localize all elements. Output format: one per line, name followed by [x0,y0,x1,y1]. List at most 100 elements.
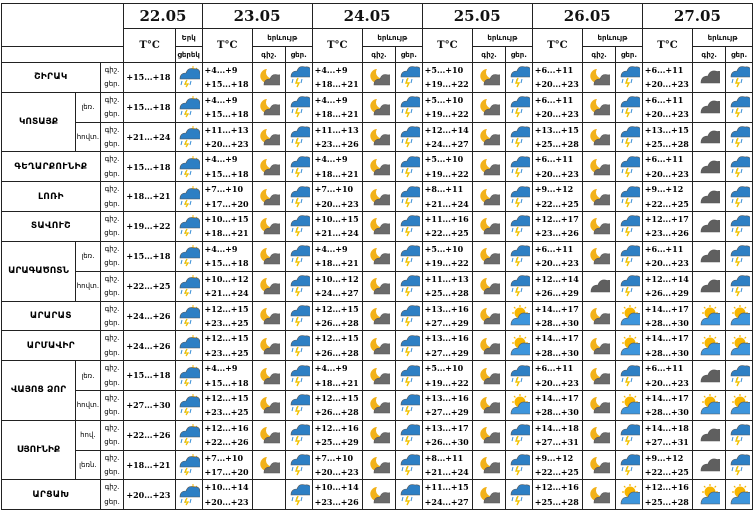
sun-cloud-icon [725,389,753,421]
temperature-cell: +12...+15 +23...+25 [201,330,253,362]
day-temp: +28...+30 [534,347,579,358]
day-temp: +19...+22 [126,221,171,232]
day-subheader: ցերեկ [174,46,203,63]
weather-header: երևույթ [692,28,753,47]
day-temp: +17...+20 [204,466,249,477]
day-label: ցեր. [104,289,120,298]
day-temp: +26...+29 [644,288,689,299]
moon-cloud-icon [472,479,506,510]
moon-cloud-icon [362,330,396,362]
day-label: ցեր. [104,378,120,387]
sun-storm-icon [174,151,203,183]
day-temp: +20...+23 [534,79,579,90]
day-temp: +22...+25 [644,198,689,209]
day-temp: +22...+25 [534,198,579,209]
weather-header: երևույթ [472,28,533,47]
region-name: ՎԱՅՈՑ ՁՈՐ [0,360,77,421]
storm-icon [284,449,313,481]
temperature-cell: +4...+9 +15...+18 [201,360,253,391]
night-temp: +13...+16 [424,303,469,314]
day-temp: +28...+30 [534,317,579,328]
night-label: գիշ. [104,304,120,313]
region-name: ԼՈՌԻ [1,181,101,213]
temperature-cell: +27...+30 [123,389,176,421]
moon-cloud-icon [582,360,617,391]
storm-icon [504,240,533,272]
moon-cloud-icon [362,121,396,153]
storm-icon [615,91,643,123]
storm-icon [394,419,423,451]
weather-header: երևույթ [251,28,313,47]
day-temp: +15...+18 [204,109,249,120]
night-label: գիշ. [104,483,120,492]
day-temp: +25...+28 [424,288,469,299]
temperature-cell: +6...+11 +20...+23 [531,62,584,93]
weather-header: երևույթ [582,28,643,47]
day-temp: +23...+26 [314,496,359,507]
temperature-cell: +6...+11 +20...+23 [531,360,584,391]
cloud-icon [692,181,727,213]
storm-icon [394,270,423,302]
day-label: ցեր. [104,497,120,506]
temp-header: T°C [421,28,474,63]
day-temp: +18...+21 [314,168,359,179]
cloud-icon [692,121,727,153]
day-temp: +26...+29 [534,288,579,299]
temperature-cell: +14...+17 +28...+30 [531,300,584,332]
moon-cloud-icon [362,389,396,421]
night-temp: +5...+10 [424,94,464,105]
night-temp: +4...+9 [314,94,348,105]
day-temp: +27...+31 [644,437,689,448]
corner-cell [0,3,125,47]
moon-cloud-icon [251,211,286,242]
cloud-icon [692,270,727,302]
moon-cloud-icon [472,151,506,183]
temperature-cell: +4...+9 +18...+21 [311,151,364,183]
sun-storm-icon [174,121,203,153]
night-temp: +11...+13 [204,124,249,135]
night-temp: +10...+15 [204,214,249,225]
cloud-icon [692,211,727,242]
storm-icon [725,240,753,272]
storm-icon [504,360,533,391]
day-subheader: ցեր. [504,46,533,63]
temperature-cell: +12...+15 +23...+25 [201,300,253,332]
blank-cell [251,479,286,510]
storm-icon [284,240,313,272]
night-temp: +12...+15 [204,392,249,403]
table-row: ԿՈՏԱՅՔ լեռ. գիշ. ցեր. +15...+18 +4...+9 +15...… [0,91,753,153]
region-name: ՏԱՎՈՒՇ [1,211,101,242]
temperature-cell: +13...+15 +25...+28 [531,121,584,153]
night-temp: +12...+14 [424,124,469,135]
temperature-cell: +4...+9 +15...+18 [201,91,253,123]
moon-cloud-icon [251,389,286,421]
storm-icon [725,121,753,153]
night-label: գիշ. [104,155,120,164]
moon-cloud-icon [362,270,396,302]
temperature-cell: +12...+16 +25...+28 [531,479,584,510]
day-temp: +18...+21 [314,79,359,90]
time-of-day: գիշ. ցեր. [99,330,125,362]
night-temp: +6...+11 [644,65,684,75]
day-label: ցեր. [104,318,120,327]
moon-cloud-icon [362,360,396,391]
night-label: գիշ. [104,334,120,343]
temperature-cell: +7...+10 +20...+23 [311,181,364,213]
night-label: գիշ. [104,244,120,253]
storm-icon [284,121,313,153]
day-label: ցեր. [104,169,120,178]
temperature-cell: +5...+10 +19...+22 [421,240,474,272]
temperature-cell: +14...+17 +28...+30 [641,300,694,332]
sun-storm-icon [174,389,203,421]
temperature-cell: +15...+18 [123,240,176,272]
temperature-cell: +12...+16 +25...+29 [311,419,364,451]
storm-icon [615,360,643,391]
sun-storm-icon [174,91,203,123]
day-temp: +18...+21 [314,258,359,269]
cloud-icon [692,360,727,391]
moon-cloud-icon [251,300,286,332]
night-temp: +12...+14 [644,273,689,284]
temperature-cell: +12...+17 +23...+26 [641,211,694,242]
night-temp: +12...+16 [644,482,689,493]
night-label: գիշ. [104,274,120,283]
